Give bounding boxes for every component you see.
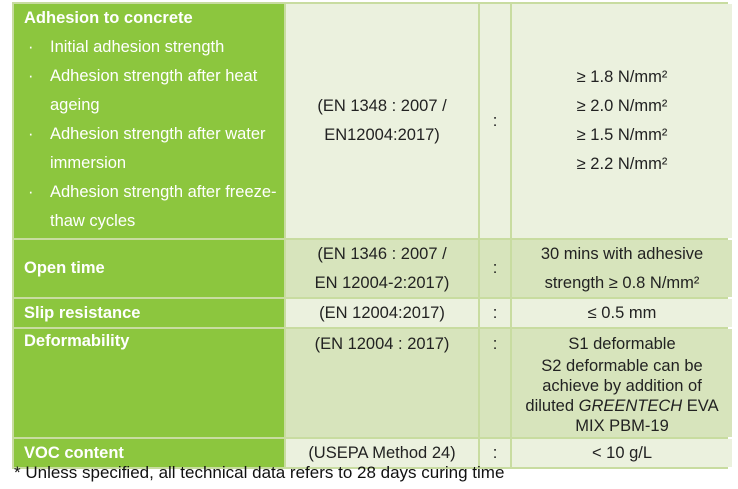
separator: :	[480, 4, 510, 238]
value-cell: 30 mins with adhesive strength ≥ 0.8 N/mm…	[512, 240, 732, 297]
method-cell: (EN 12004:2017)	[286, 299, 478, 327]
separator: :	[480, 240, 510, 297]
value-line: strength ≥ 0.8 N/mm²	[544, 273, 700, 292]
separator: :	[480, 439, 510, 467]
method-line: EN 12004-2:2017)	[314, 273, 450, 292]
value-line: S1 deformable	[568, 335, 676, 353]
separator: :	[480, 329, 510, 437]
method-cell: (USEPA Method 24)	[286, 439, 478, 467]
value-line: ≥ 1.5 N/mm²	[576, 126, 668, 144]
list-item: Initial adhesion strength	[24, 33, 278, 62]
footnote: * Unless specified, all technical data r…	[14, 463, 505, 482]
value-line: ≥ 2.2 N/mm²	[576, 155, 668, 173]
deformability-note: S2 deformable can be achieve by addition…	[518, 356, 726, 436]
row-label-open-time: Open time	[14, 240, 284, 297]
row-label-slip: Slip resistance	[14, 299, 284, 327]
row-label-voc: VOC content	[14, 439, 284, 467]
value-line: ≥ 2.0 N/mm²	[576, 97, 668, 115]
method-line: EN12004:2017)	[324, 126, 440, 144]
value-line: ≥ 1.8 N/mm²	[576, 68, 668, 86]
technical-data-table: Adhesion to concrete Initial adhesion st…	[12, 2, 732, 469]
list-item: Adhesion strength after heat ageing	[24, 62, 278, 120]
note-text: EVA MIX PBM-19	[575, 397, 719, 435]
value-cell: ≥ 1.8 N/mm² ≥ 2.0 N/mm² ≥ 1.5 N/mm² ≥ 2.…	[512, 4, 732, 238]
method-line: (EN 1346 : 2007 /	[317, 244, 447, 263]
method-cell: (EN 12004 : 2017)	[286, 329, 478, 437]
method-cell: (EN 1346 : 2007 / EN 12004-2:2017)	[286, 240, 478, 297]
row-label-adhesion: Adhesion to concrete Initial adhesion st…	[14, 4, 284, 238]
value-cell: ≤ 0.5 mm	[512, 299, 732, 327]
brand-name: GREENTECH	[578, 397, 683, 415]
separator: :	[480, 299, 510, 327]
adhesion-items: Initial adhesion strength Adhesion stren…	[24, 33, 278, 236]
method-line: (EN 1348 : 2007 /	[317, 97, 447, 115]
method-cell: (EN 1348 : 2007 / EN12004:2017)	[286, 4, 478, 238]
value-cell: S1 deformable S2 deformable can be achie…	[512, 329, 732, 437]
note-text: S2 deformable can be achieve by addition…	[525, 357, 703, 415]
value-line: 30 mins with adhesive	[540, 244, 704, 263]
value-cell: < 10 g/L	[512, 439, 732, 467]
list-item: Adhesion strength after freeze-thaw cycl…	[24, 178, 278, 236]
list-item: Adhesion strength after water immersion	[24, 120, 278, 178]
label-text: Adhesion to concrete	[24, 9, 193, 27]
row-label-deformability: Deformability	[14, 329, 284, 437]
